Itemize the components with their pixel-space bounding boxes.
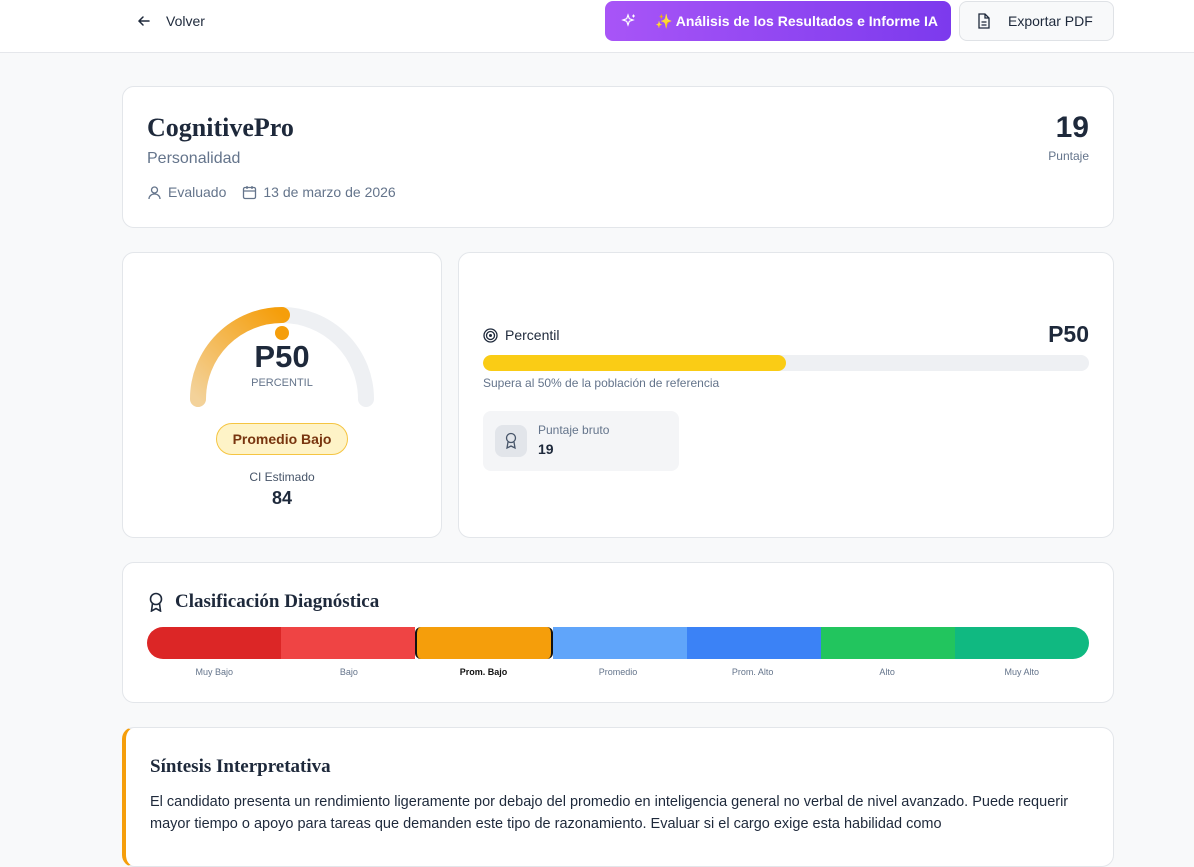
ai-button-text: ✨ Análisis de los Resultados e Informe I… [655, 12, 938, 29]
export-button[interactable]: Exportar PDF [959, 1, 1114, 41]
scale-segment [553, 627, 687, 659]
raw-score-box: Puntaje bruto 19 [483, 411, 679, 471]
percentile-title: Percentil [505, 327, 560, 343]
back-text: Volver [166, 13, 205, 29]
scale-label: Alto [879, 667, 895, 677]
test-subtitle: Personalidad [147, 150, 241, 167]
gauge-caption: PERCENTIL [251, 377, 313, 389]
classification-title: Clasificación Diagnóstica [175, 591, 380, 612]
percentile-card: Percentil P50 Supera al 50% de la poblac… [458, 252, 1114, 538]
sparkle-icon [621, 13, 635, 27]
export-button-text: Exportar PDF [1008, 13, 1093, 29]
gauge-dot [275, 326, 289, 340]
percentile-value: P50 [1048, 321, 1089, 347]
scale-label: Prom. Bajo [459, 667, 508, 677]
classification-scale [147, 627, 1089, 659]
scale-segment [147, 627, 281, 659]
gauge [190, 307, 374, 407]
scale-segment [955, 627, 1089, 659]
raw-score-label: Puntaje bruto [538, 423, 610, 437]
scale-segment [687, 627, 821, 659]
date: 13 de marzo de 2026 [263, 184, 396, 200]
scale-label: Promedio [598, 667, 638, 677]
scale-label: Muy Alto [1004, 667, 1040, 677]
meta-row: Evaluado 13 de marzo de 2026 [147, 184, 396, 200]
calendar-icon [243, 185, 257, 199]
score: 19 [1055, 111, 1089, 144]
test-title: CognitivePro [147, 113, 294, 142]
category-badge: Promedio Bajo [216, 423, 348, 455]
user-icon [148, 185, 161, 199]
target-icon [483, 327, 498, 343]
scale-label: Bajo [339, 667, 358, 677]
back-link[interactable]: Volver [136, 11, 205, 31]
iq-label: CI Estimado [249, 470, 315, 484]
classification-card: Clasificación Diagnóstica Muy Bajo Bajo Pr… [122, 562, 1114, 703]
scale-segment [281, 627, 415, 659]
synthesis-card: Síntesis Interpretativa El candidato pre… [122, 727, 1114, 867]
gauge-fill [190, 307, 290, 407]
scale-segment [821, 627, 955, 659]
ribbon-icon [149, 592, 163, 612]
percentile-title-row: Percentil [483, 327, 559, 343]
percentile-description: Supera al 50% de la población de referen… [483, 376, 720, 390]
ai-button[interactable]: ✨ Análisis de los Resultados e Informe I… [605, 1, 951, 41]
award-icon [495, 425, 527, 457]
scale-label: Muy Bajo [195, 667, 234, 677]
synthesis-text: El candidato presenta un rendimiento lig… [150, 794, 1069, 832]
back-icon [137, 16, 150, 26]
classification-labels: Muy Bajo Bajo Prom. Bajo Promedio Prom. Alto… [147, 667, 1089, 677]
iq-value: 84 [271, 488, 293, 508]
gauge-value: P50 [254, 339, 310, 374]
synthesis-title: Síntesis Interpretativa [150, 756, 331, 777]
summary-card: CognitivePro Personalidad Evaluado 13 de… [122, 86, 1114, 228]
scale-label: Prom. Alto [731, 667, 774, 677]
classification-title-row: Clasificación Diagnóstica [147, 591, 379, 613]
top-bar: Volver ✨ Análisis de los Resultados e In… [0, 0, 1194, 53]
raw-score: 19 [538, 441, 554, 457]
percentile-fill [483, 355, 786, 371]
evaluee: Evaluado [168, 184, 227, 200]
percentile-track [483, 355, 1089, 371]
scale-segment-selected [415, 627, 553, 659]
gauge-card: P50 PERCENTIL Promedio Bajo CI Estimado … [122, 252, 442, 538]
file-icon [978, 13, 990, 29]
score-label: Puntaje [1048, 149, 1089, 163]
